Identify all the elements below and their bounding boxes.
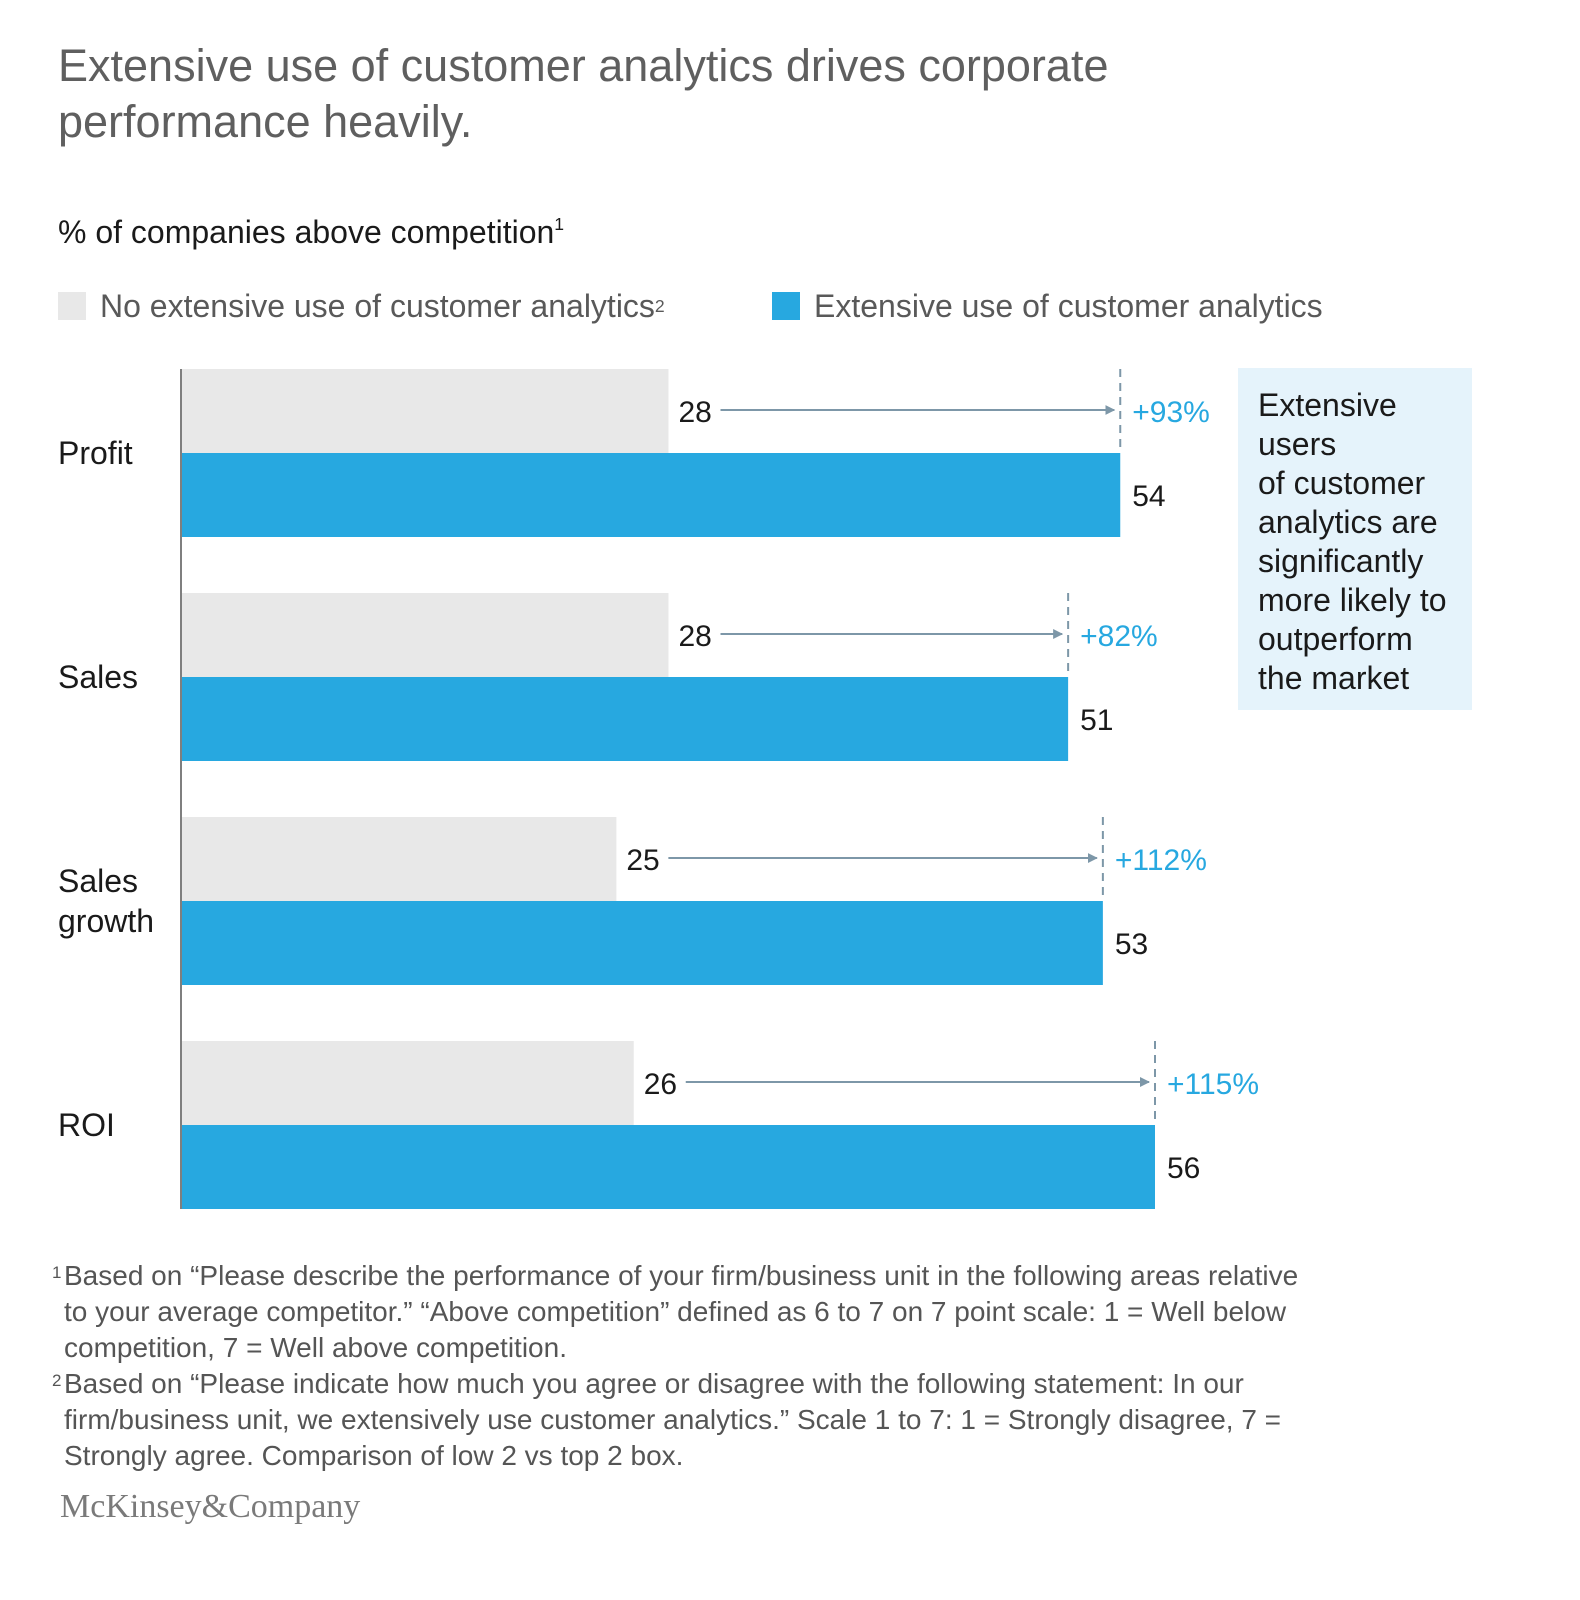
chart-subtitle: % of companies above competition1 [58,214,564,251]
bar-extensive-sales-growth [182,901,1103,985]
footnote-line: competition, 7 = Well above competition. [64,1332,567,1363]
legend-swatch-extensive [772,292,800,320]
bar-no-extensive-sales [182,593,669,677]
value-label-no-extensive-profit: 28 [679,396,712,429]
bar-no-extensive-sales-growth [182,817,617,901]
callout-box: Extensive users of customer analytics are si… [1238,368,1472,710]
value-label-extensive-sales-growth: 53 [1115,928,1148,961]
callout-line: Extensive [1258,387,1397,423]
uplift-label-roi: +115% [1167,1068,1259,1101]
bar-extensive-sales [182,677,1069,761]
callout-line: users [1258,426,1337,462]
footnote-1: 1 Based on “Please describe the performan… [52,1258,1472,1366]
uplift-label-sales: +82% [1080,620,1158,653]
uplift-label-profit: +93% [1132,396,1210,429]
category-label-sales-growth: Sales growth [58,863,154,939]
footnote-line: Based on “Please describe the performanc… [64,1260,1299,1291]
footnote-line: firm/business unit, we extensively use c… [64,1404,1282,1435]
footnote-line: Based on “Please indicate how much you a… [64,1368,1244,1399]
bar-no-extensive-profit [182,369,669,453]
footnote-number: 2 [52,1371,62,1390]
callout-line: of customer [1258,465,1426,501]
callout-line: the market [1258,660,1410,696]
bar-extensive-roi [182,1125,1155,1209]
callout-line: outperform [1258,621,1413,657]
footnote-2: 2 Based on “Please indicate how much you … [52,1366,1472,1474]
value-label-extensive-sales: 51 [1080,704,1113,737]
brand-logo: McKinsey&Company [60,1488,361,1525]
category-label-roi: ROI [58,1107,115,1143]
bar-extensive-profit [182,453,1121,537]
value-label-extensive-profit: 54 [1132,480,1165,513]
value-label-no-extensive-roi: 26 [644,1068,677,1101]
bar-no-extensive-roi [182,1041,634,1125]
legend-label-extensive: Extensive use of customer analytics [814,287,1323,324]
subtitle-footnote-marker: 1 [554,213,565,234]
legend-item-no-extensive: No extensive use of customer analytics 2 [58,286,665,326]
value-label-no-extensive-sales-growth: 25 [626,844,659,877]
callout-line: analytics are [1258,504,1438,540]
legend-item-extensive: Extensive use of customer analytics [772,286,1323,326]
subtitle-text: % of companies above competition [58,214,555,250]
legend-label-no-extensive: No extensive use of customer analytics [100,287,655,324]
category-label-profit: Profit [58,435,133,471]
callout-line: significantly [1258,543,1424,579]
footnote-line: to your average competitor.” “Above comp… [64,1296,1287,1327]
value-label-no-extensive-sales: 28 [679,620,712,653]
legend-swatch-no-extensive [58,292,86,320]
bar-chart: Profit 28 54 +93% Sales 28 51 +82% Sales growth 25… [58,369,1259,1209]
chart-title: Extensive use of customer analytics driv… [58,40,1109,147]
value-label-extensive-roi: 56 [1167,1152,1200,1185]
footnote-number: 1 [52,1263,62,1282]
footnote-line: Strongly agree. Comparison of low 2 vs t… [64,1440,684,1471]
category-label-sales: Sales [58,659,138,695]
footnotes: 1 Based on “Please describe the performan… [52,1258,1472,1474]
callout-line: more likely to [1258,582,1447,618]
uplift-label-sales-growth: +112% [1115,844,1207,877]
